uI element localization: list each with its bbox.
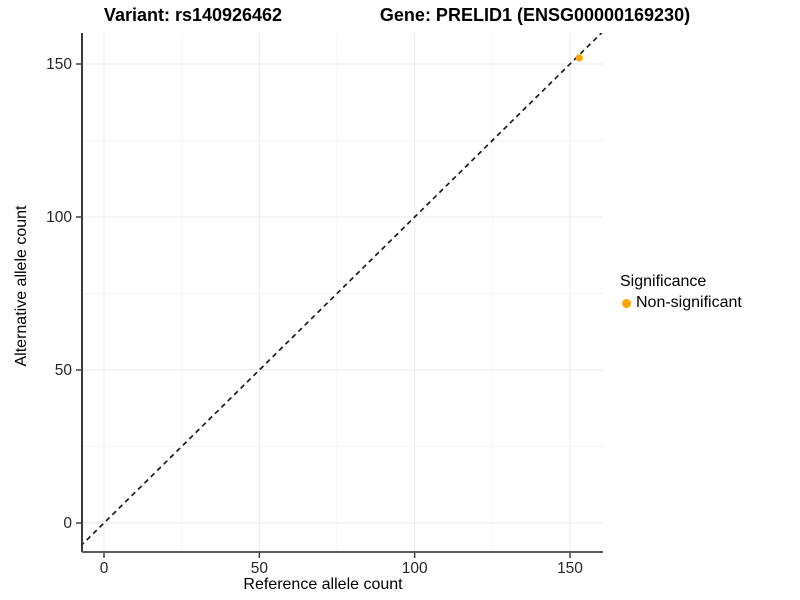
x-tick-label: 150: [557, 560, 583, 577]
plot-title-variant: Variant: rs140926462: [103, 5, 283, 25]
legend: Significance Non-significant: [620, 271, 742, 312]
identity-dashed-line: [82, 33, 603, 546]
dot-icon: [622, 298, 631, 308]
x-tick-label: 100: [402, 560, 428, 577]
legend-title: Significance: [620, 273, 707, 290]
data-point: [575, 54, 583, 62]
y-tick-label: 50: [55, 362, 73, 379]
x-tick-label: 0: [100, 560, 109, 577]
x-axis-title: Reference allele count: [243, 576, 403, 593]
x-tick-label: 50: [251, 560, 269, 577]
y-tick-label: 0: [63, 515, 72, 532]
y-tick-label: 100: [46, 209, 72, 226]
legend-entry: Non-significant: [620, 294, 742, 312]
y-axis-title: Alternative allele count: [13, 205, 30, 367]
plot-title-gene: Gene: PRELID1 (ENSG00000169230): [379, 5, 691, 25]
legend-item-label: Non-significant: [636, 294, 742, 311]
y-tick-label: 150: [46, 56, 72, 73]
